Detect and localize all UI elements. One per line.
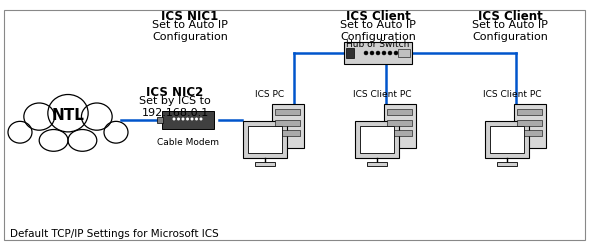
- Text: ICS PC: ICS PC: [255, 90, 284, 99]
- Bar: [355, 121, 399, 158]
- Bar: [275, 139, 281, 143]
- Bar: [517, 109, 542, 115]
- Ellipse shape: [81, 103, 112, 130]
- Bar: [517, 120, 542, 126]
- Ellipse shape: [8, 121, 32, 143]
- Text: NTL: NTL: [51, 109, 84, 124]
- Bar: [275, 109, 300, 115]
- Circle shape: [382, 51, 386, 55]
- Bar: [255, 162, 275, 166]
- Text: Set to Auto IP
Configuration: Set to Auto IP Configuration: [340, 20, 416, 42]
- Circle shape: [177, 118, 180, 121]
- Bar: [387, 139, 393, 143]
- Circle shape: [172, 118, 175, 121]
- Circle shape: [186, 118, 189, 121]
- Ellipse shape: [68, 129, 97, 151]
- Bar: [490, 126, 524, 153]
- Bar: [384, 104, 416, 148]
- Text: ICS Client: ICS Client: [478, 10, 542, 23]
- Bar: [344, 42, 412, 64]
- Bar: [367, 162, 387, 166]
- Text: ICS Client: ICS Client: [346, 10, 411, 23]
- Text: ICS NIC2: ICS NIC2: [146, 86, 204, 99]
- Bar: [272, 104, 304, 148]
- Bar: [162, 111, 214, 129]
- Text: Set to Auto IP
Configuration: Set to Auto IP Configuration: [472, 20, 548, 42]
- Circle shape: [199, 118, 202, 121]
- Circle shape: [195, 118, 198, 121]
- Circle shape: [182, 118, 185, 121]
- Text: Default TCP/IP Settings for Microsoft ICS: Default TCP/IP Settings for Microsoft IC…: [10, 229, 219, 239]
- Ellipse shape: [48, 94, 88, 132]
- Bar: [275, 120, 300, 126]
- Bar: [387, 109, 412, 115]
- Bar: [243, 121, 287, 158]
- Bar: [497, 162, 517, 166]
- Text: ICS Client PC: ICS Client PC: [353, 90, 411, 99]
- Bar: [157, 117, 163, 123]
- Bar: [387, 130, 412, 136]
- Bar: [275, 130, 300, 136]
- Text: ICS Client PC: ICS Client PC: [483, 90, 541, 99]
- Bar: [387, 120, 412, 126]
- Text: ICS NIC1: ICS NIC1: [162, 10, 219, 23]
- Bar: [346, 48, 354, 58]
- Circle shape: [394, 51, 398, 55]
- Ellipse shape: [24, 103, 54, 130]
- Text: Set to Auto IP
Configuration: Set to Auto IP Configuration: [152, 20, 228, 42]
- Circle shape: [388, 51, 392, 55]
- Bar: [398, 49, 410, 57]
- Circle shape: [370, 51, 374, 55]
- Bar: [360, 126, 394, 153]
- Circle shape: [376, 51, 380, 55]
- Circle shape: [364, 51, 368, 55]
- Ellipse shape: [39, 129, 68, 151]
- Ellipse shape: [104, 121, 128, 143]
- Bar: [514, 104, 546, 148]
- Bar: [485, 121, 529, 158]
- Text: Hub or Switch: Hub or Switch: [346, 40, 409, 49]
- Bar: [517, 139, 523, 143]
- Text: Cable Modem: Cable Modem: [157, 138, 219, 147]
- Bar: [248, 126, 282, 153]
- Text: Set by ICS to
192.168.0.1: Set by ICS to 192.168.0.1: [139, 96, 211, 118]
- Bar: [517, 130, 542, 136]
- Circle shape: [191, 118, 194, 121]
